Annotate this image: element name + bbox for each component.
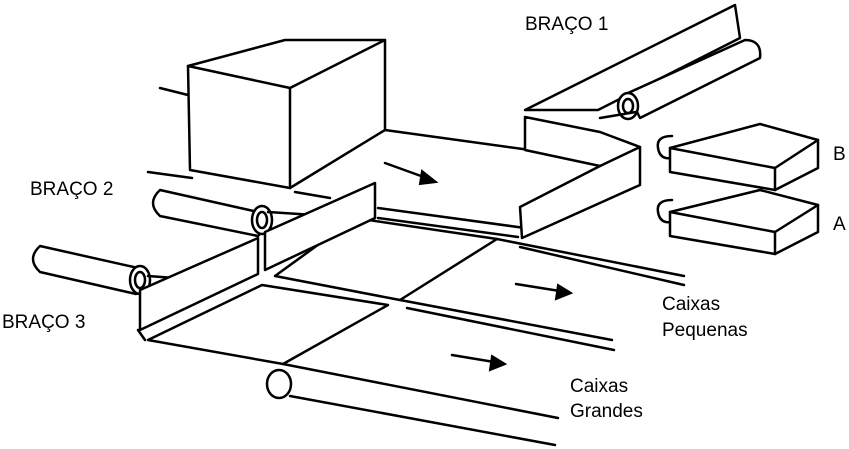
small-boxes-label-line1: Caixas (662, 294, 720, 315)
large-boxes-label-line1: Caixas (570, 376, 628, 397)
small-boxes-label-line2: Pequenas (662, 320, 748, 341)
arm-2 (151, 181, 377, 272)
arm-1-label: BRAÇO 1 (525, 14, 608, 35)
arm-3 (31, 236, 260, 332)
arm-2-label: BRAÇO 2 (30, 179, 113, 200)
arm-1 (518, 3, 762, 240)
arrow-small-boxes (514, 282, 574, 301)
main-belt (146, 86, 532, 200)
arm-3-label: BRAÇO 3 (2, 312, 85, 333)
bottom-belt (265, 362, 560, 447)
sensor-b (656, 122, 820, 192)
sensor-a (656, 188, 820, 256)
sensor-b-label: B (833, 144, 846, 165)
large-box (186, 38, 387, 190)
arrow-main-belt (383, 161, 439, 186)
arrow-large-boxes (450, 353, 508, 372)
large-boxes-label-line2: Grandes (570, 401, 643, 422)
sensor-a-label: A (833, 214, 846, 235)
